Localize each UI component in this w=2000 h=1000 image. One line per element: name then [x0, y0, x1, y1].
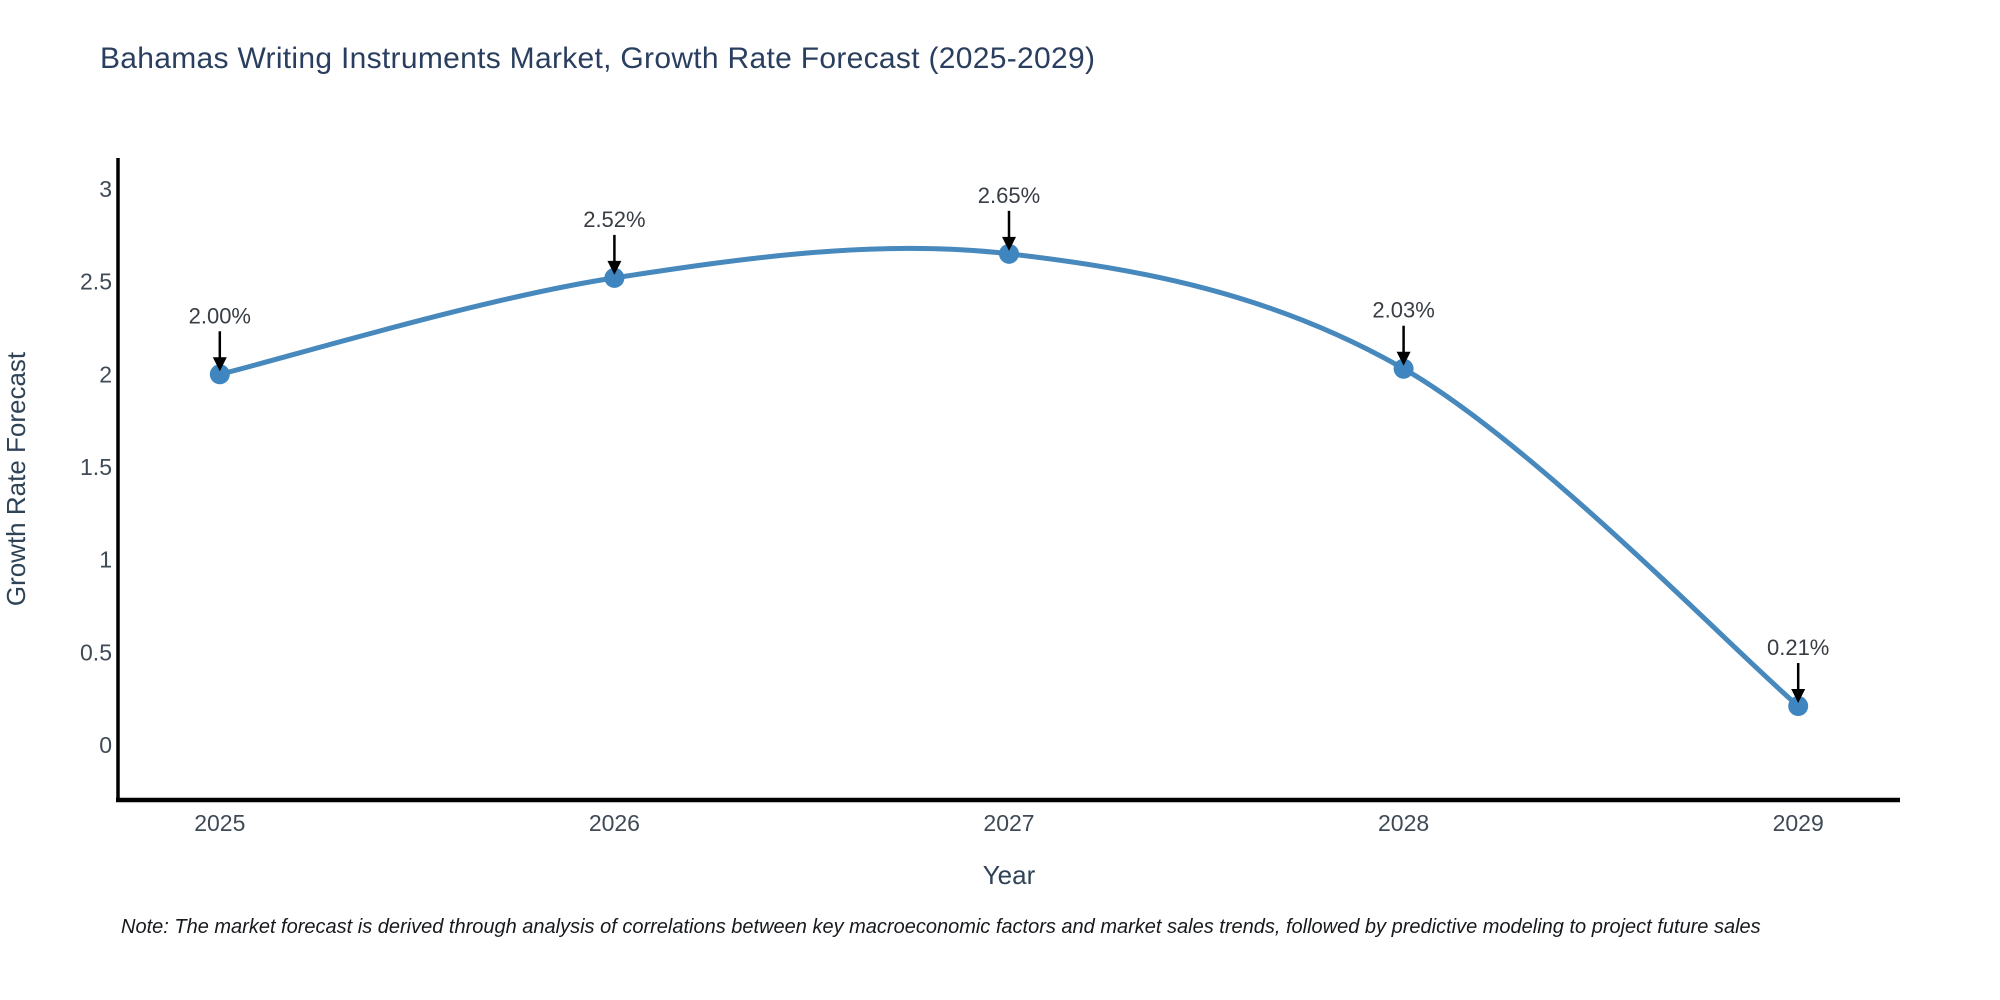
data-label-2025: 2.00% [189, 303, 251, 328]
x-tick-label-2028: 2028 [1378, 810, 1429, 836]
y-tick-label-0: 0 [99, 732, 112, 758]
x-tick-label-2026: 2026 [589, 810, 640, 836]
annotation-arrowhead-2029 [1791, 689, 1806, 704]
annotation-arrowhead-2025 [212, 357, 227, 372]
y-axis-title: Growth Rate Forecast [1, 351, 31, 606]
x-tick-label-2027: 2027 [983, 810, 1034, 836]
y-tick-label-0.5: 0.5 [80, 639, 112, 665]
y-tick-label-1: 1 [99, 547, 112, 573]
data-point-2028 [1393, 358, 1414, 379]
x-tick-label-2029: 2029 [1773, 810, 1824, 836]
y-tick-label-2: 2 [99, 361, 112, 387]
y-tick-label-1.5: 1.5 [80, 454, 112, 480]
y-tick-label-3: 3 [99, 176, 112, 202]
annotation-arrowhead-2027 [1002, 236, 1016, 251]
chart-title: Bahamas Writing Instruments Market, Grow… [100, 42, 1096, 75]
footnote: Note: The market forecast is derived thr… [121, 916, 1761, 938]
data-point-2026 [604, 267, 625, 288]
forecast-line [217, 245, 1801, 709]
data-point-2027 [999, 243, 1019, 264]
annotation-arrowhead-2028 [1396, 351, 1411, 366]
annotation-arrowhead-2026 [607, 260, 622, 275]
data-label-2028: 2.03% [1372, 298, 1434, 323]
x-axis-title: Year [983, 860, 1036, 890]
data-label-2026: 2.52% [583, 207, 645, 232]
data-label-2027: 2.65% [978, 183, 1040, 208]
x-tick-label-2025: 2025 [194, 810, 245, 836]
data-point-2029 [1788, 696, 1809, 717]
data-point-2025 [209, 364, 230, 385]
y-tick-label-2.5: 2.5 [80, 269, 112, 295]
data-label-2029: 0.21% [1767, 635, 1829, 660]
